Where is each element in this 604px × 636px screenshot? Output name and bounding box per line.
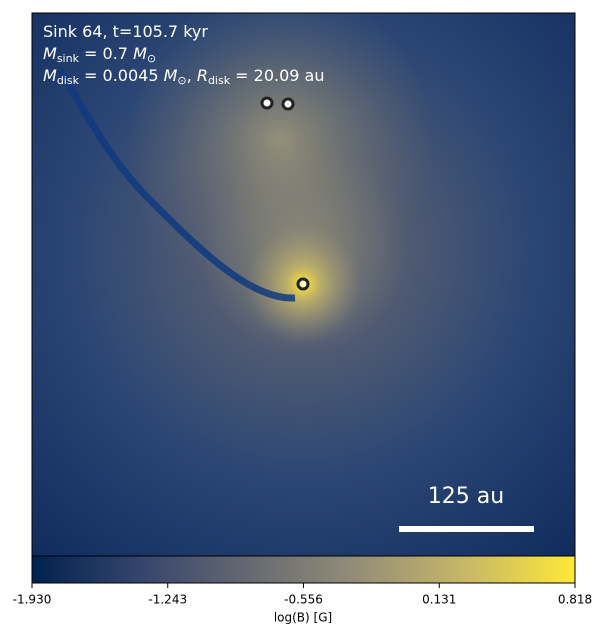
annotation-segment: M <box>43 44 57 63</box>
scale-bar-label: 125 au <box>428 484 504 509</box>
annotation-segment: = 20.09 au <box>230 66 324 85</box>
annotation-line: Msink = 0.7 M⊙ <box>43 44 156 65</box>
annotation-segment: R <box>197 66 208 85</box>
colorbar <box>31 555 576 584</box>
sink-particles <box>260 96 310 291</box>
annotation-segment: = 0.7 <box>79 44 133 63</box>
annotation-segment: M <box>43 66 57 85</box>
annotation-segment: M <box>133 44 147 63</box>
annotation-segment: = 0.0045 <box>79 66 164 85</box>
annotation-line: Sink 64, t=105.7 kyr <box>43 22 208 41</box>
annotation-segment: ⊙ <box>177 74 186 87</box>
annotation-segment: disk <box>57 74 80 87</box>
annotation-segment: M <box>164 66 178 85</box>
annotation-segment: , <box>187 66 197 85</box>
colorbar-tick-label: -1.930 <box>13 593 52 607</box>
field-map <box>32 13 575 556</box>
annotation-segment: disk <box>208 74 231 87</box>
colorbar-tick-label: 0.131 <box>422 593 456 607</box>
annotation-segment: Sink 64, t=105.7 kyr <box>43 22 208 41</box>
annotation-line: Mdisk = 0.0045 M⊙, Rdisk = 20.09 au <box>43 66 325 87</box>
colorbar-tick-label: -0.556 <box>284 593 323 607</box>
colorbar-tick-label: -1.243 <box>148 593 187 607</box>
colorbar-tick-label: 0.818 <box>558 593 592 607</box>
annotation-segment: ⊙ <box>147 52 156 65</box>
colorbar-label: log(B) [G] <box>274 611 332 625</box>
scale-bar <box>399 526 534 532</box>
annotation-segment: sink <box>57 52 80 65</box>
